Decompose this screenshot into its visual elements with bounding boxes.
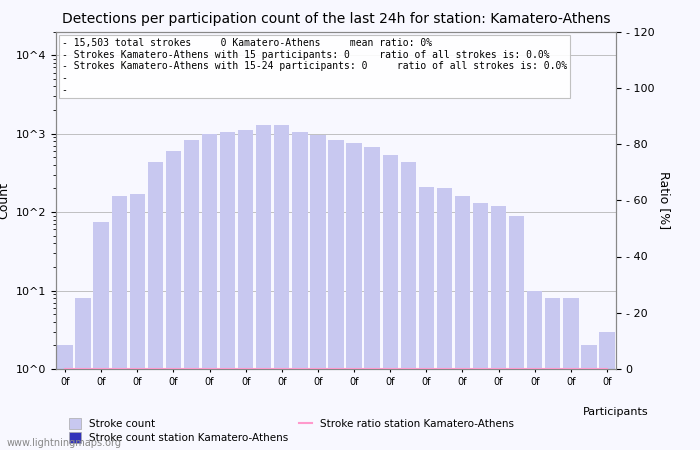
Bar bbox=[509, 216, 524, 450]
Bar bbox=[473, 203, 488, 450]
Bar bbox=[473, 369, 488, 450]
Bar bbox=[382, 369, 398, 450]
Bar bbox=[76, 369, 91, 450]
Bar bbox=[365, 369, 380, 450]
Bar bbox=[382, 155, 398, 450]
Bar bbox=[564, 298, 578, 450]
Bar bbox=[545, 298, 561, 450]
Bar bbox=[111, 369, 127, 450]
Bar bbox=[274, 125, 290, 450]
Text: - 15,503 total strokes     0 Kamatero-Athens     mean ratio: 0%
- Strokes Kamate: - 15,503 total strokes 0 Kamatero-Athens… bbox=[62, 38, 567, 94]
Bar bbox=[130, 369, 145, 450]
Bar bbox=[292, 369, 307, 450]
Bar bbox=[545, 369, 561, 450]
Bar bbox=[346, 369, 362, 450]
Title: Detections per participation count of the last 24h for station: Kamatero-Athens: Detections per participation count of th… bbox=[62, 12, 610, 26]
Bar bbox=[599, 332, 615, 450]
Bar bbox=[238, 369, 253, 450]
Y-axis label: Ratio [%]: Ratio [%] bbox=[658, 171, 671, 230]
Bar bbox=[57, 369, 73, 450]
Bar bbox=[527, 369, 542, 450]
Bar bbox=[274, 369, 290, 450]
Bar bbox=[202, 369, 217, 450]
Bar bbox=[419, 187, 434, 450]
Bar bbox=[491, 369, 506, 450]
Bar bbox=[455, 369, 470, 450]
Bar bbox=[527, 291, 542, 450]
Bar bbox=[437, 189, 452, 450]
Bar bbox=[599, 369, 615, 450]
Bar bbox=[581, 369, 596, 450]
Bar bbox=[166, 369, 181, 450]
Bar bbox=[581, 346, 596, 450]
Bar bbox=[328, 140, 344, 450]
Bar bbox=[130, 194, 145, 450]
Bar bbox=[310, 135, 326, 450]
Bar bbox=[220, 132, 235, 450]
Legend: Stroke count, Stroke count station Kamatero-Athens, Stroke ratio station Kamater: Stroke count, Stroke count station Kamat… bbox=[69, 418, 514, 443]
Text: www.lightningmaps.org: www.lightningmaps.org bbox=[7, 438, 122, 448]
Bar bbox=[166, 151, 181, 450]
Bar bbox=[94, 222, 108, 450]
Bar bbox=[509, 369, 524, 450]
Bar bbox=[238, 130, 253, 450]
Bar bbox=[400, 369, 416, 450]
Bar bbox=[400, 162, 416, 450]
Bar bbox=[419, 369, 434, 450]
Bar bbox=[220, 369, 235, 450]
Bar bbox=[310, 369, 326, 450]
Bar bbox=[328, 369, 344, 450]
Bar bbox=[76, 298, 91, 450]
Bar bbox=[292, 132, 307, 450]
Bar bbox=[148, 369, 163, 450]
Bar bbox=[346, 144, 362, 450]
Bar bbox=[202, 134, 217, 450]
Bar bbox=[455, 196, 470, 450]
Bar bbox=[365, 147, 380, 450]
Bar bbox=[564, 369, 578, 450]
Bar bbox=[111, 196, 127, 450]
Text: Participants: Participants bbox=[583, 407, 649, 417]
Bar bbox=[256, 369, 272, 450]
Bar bbox=[184, 140, 199, 450]
Bar bbox=[491, 206, 506, 450]
Bar bbox=[148, 162, 163, 450]
Bar bbox=[57, 346, 73, 450]
Bar bbox=[437, 369, 452, 450]
Y-axis label: Count: Count bbox=[0, 182, 10, 219]
Bar bbox=[94, 369, 108, 450]
Bar bbox=[256, 125, 272, 450]
Bar bbox=[184, 369, 199, 450]
